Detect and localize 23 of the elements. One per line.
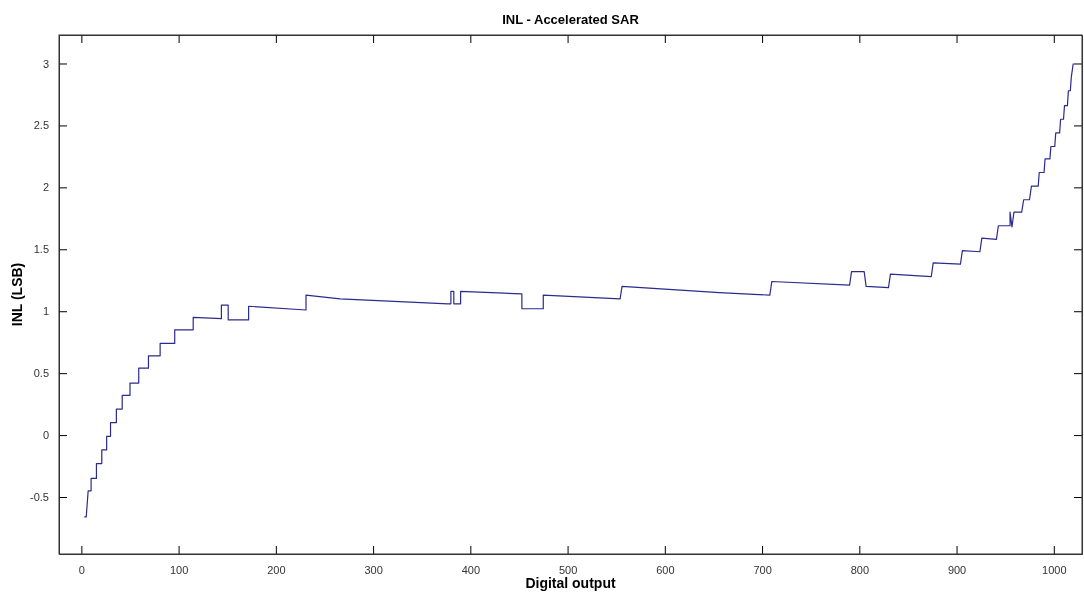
y-tick-label: 2 [42,181,49,194]
x-axis-title: Digital output [525,575,616,591]
y-tick-label: 0 [42,429,49,442]
y-tick-label: 3 [42,57,49,70]
y-tick-label: 1 [42,305,49,318]
chart-title: INL - Accelerated SAR [502,12,640,27]
x-tick-label: 800 [850,563,869,576]
x-tick-label: 300 [364,563,383,576]
x-tick-label: 0 [78,563,85,576]
y-tick-label: 1.5 [33,243,49,256]
x-tick-label: 900 [947,563,967,576]
x-tick-label: 1000 [1042,563,1067,576]
x-tick-label: 700 [753,563,772,576]
y-tick-label: -0.5 [30,491,49,504]
x-tick-label: 400 [461,563,481,576]
x-tick-label: 100 [169,563,189,576]
x-tick-label: 500 [558,563,578,576]
y-axis-title: INL (LSB) [9,262,25,327]
y-tick-label: 2.5 [33,119,49,132]
x-tick-label: 200 [267,563,286,576]
y-tick-label: 0.5 [33,367,49,380]
line-series [83,62,1074,518]
x-tick-label: 600 [656,563,675,576]
